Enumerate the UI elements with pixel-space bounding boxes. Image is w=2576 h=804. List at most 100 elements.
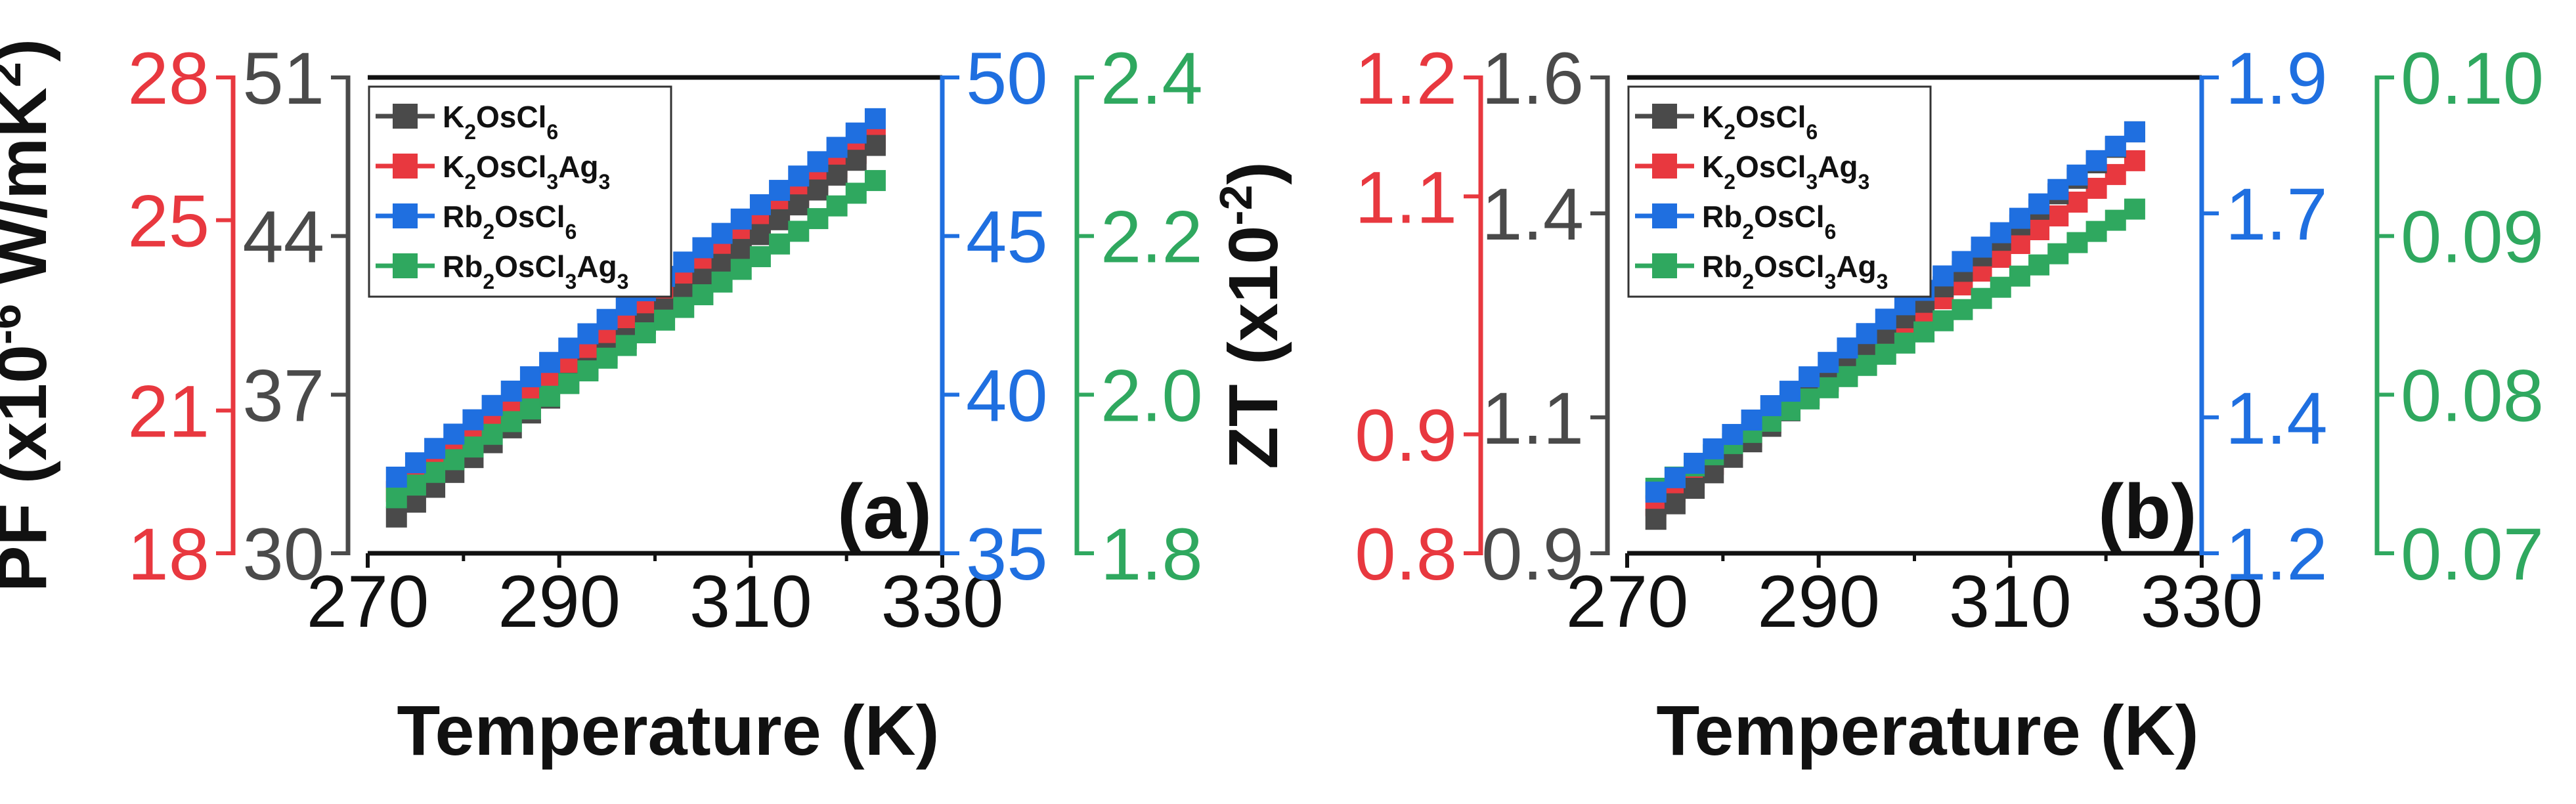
data-point (424, 461, 446, 483)
data-point (443, 449, 465, 471)
legend-box (1627, 85, 1932, 298)
x-tick-label: 290 (1757, 561, 1880, 643)
data-point (845, 150, 867, 171)
y-axis-black: 0.9 1.1 1.4 1.6 (1481, 37, 1610, 595)
y-tick-label-blue: 1.9 (2225, 37, 2328, 119)
data-point (826, 164, 848, 186)
y-axis-blue: 1.2 1.4 1.7 1.9 (2199, 37, 2328, 595)
legend: K2OsCl6 K2OsCl3Ag3 Rb2OsCl6 Rb2OsCl3Ag3 (368, 85, 672, 298)
data-point (1875, 343, 1896, 365)
data-point (519, 366, 541, 388)
data-point (2028, 254, 2050, 276)
y-tick-label-green: 1.8 (1101, 513, 1203, 595)
y-tick-label-blue: 1.2 (2225, 513, 2328, 595)
data-point (730, 239, 752, 261)
data-point (1684, 452, 1705, 474)
x-tick-label: 310 (689, 561, 812, 643)
x-tick-label: 270 (1566, 561, 1689, 643)
data-point (596, 308, 618, 330)
data-point (2009, 207, 2030, 229)
y-axis-green: 1.8 2.0 2.2 2.4 (1074, 37, 1203, 595)
data-point (1741, 410, 1762, 431)
data-point (1703, 462, 1724, 484)
data-point (1799, 366, 1820, 388)
y-tick-label-green: 2.2 (1101, 196, 1203, 278)
data-point (481, 394, 503, 416)
y-tick-label-green: 0.10 (2401, 37, 2544, 119)
y-tick-label-black: 1.4 (1481, 173, 1584, 255)
data-point (1818, 377, 1839, 398)
y-tick-label-red: 25 (127, 180, 209, 263)
data-point (1856, 323, 1877, 345)
data-point (2028, 219, 2050, 240)
data-point (711, 222, 733, 244)
y-axis-red: 0.8 0.9 1.1 1.2 (1355, 37, 1483, 595)
data-point (1684, 477, 1705, 499)
data-point (2066, 191, 2088, 213)
panel-label: (b) (2098, 469, 2197, 555)
legend-marker (1652, 154, 1677, 179)
y-tick-label-black: 51 (242, 37, 324, 119)
data-point (711, 271, 733, 293)
y-axis-title: PF (x10-6 W/mK2) (0, 39, 61, 592)
panel-label: (a) (837, 469, 932, 555)
y-tick-label-green: 2.4 (1101, 37, 1203, 119)
data-point (2085, 150, 2107, 171)
x-axis-title: Temperature (K) (397, 690, 939, 770)
x-tick-label: 290 (498, 561, 621, 643)
data-point (1932, 310, 1954, 331)
data-point (1703, 438, 1724, 459)
data-point (845, 122, 867, 144)
data-point (730, 259, 752, 280)
data-point (807, 151, 829, 173)
data-point (2047, 243, 2069, 264)
y-tick-label-blue: 1.4 (2225, 377, 2328, 459)
legend-label: K2OsCl3Ag3 (443, 150, 610, 194)
data-point (385, 506, 407, 528)
data-point (1932, 265, 1954, 287)
legend-box (368, 85, 672, 298)
y-axis-title: ZT (x10-2) (1210, 161, 1292, 469)
data-point (404, 475, 426, 496)
x-tick-label: 330 (881, 561, 1004, 643)
legend-marker (1652, 253, 1677, 278)
data-point (749, 194, 771, 215)
y-tick-label-red: 0.9 (1355, 394, 1457, 476)
series-Rb2OsCl6 (1645, 121, 2145, 503)
data-point (1990, 222, 2011, 243)
data-point (807, 179, 829, 201)
data-point (558, 373, 580, 394)
y-tick-label-red: 1.2 (1355, 37, 1457, 119)
data-point (2105, 209, 2126, 231)
data-point (615, 294, 637, 316)
data-point (769, 180, 791, 201)
data-point (577, 323, 599, 345)
data-point (654, 309, 676, 331)
data-point (845, 182, 867, 204)
data-point (1952, 299, 1973, 320)
data-point (673, 297, 695, 318)
y-tick-label-blue: 1.7 (2225, 173, 2328, 255)
data-point (577, 360, 599, 382)
data-point (2066, 164, 2088, 186)
data-point (2085, 177, 2107, 199)
data-point (596, 347, 618, 369)
data-point (1779, 381, 1801, 402)
y-tick-label-blue: 45 (966, 196, 1048, 278)
data-point (1894, 294, 1915, 316)
data-point (2047, 179, 2069, 200)
data-point (634, 322, 656, 344)
y-tick-label-green: 2.0 (1101, 354, 1203, 436)
data-point (2105, 163, 2126, 185)
y-tick-label-red: 18 (127, 513, 209, 595)
data-point (2047, 205, 2069, 226)
data-point (1875, 308, 1896, 330)
data-point (864, 108, 886, 129)
data-point (1837, 366, 1858, 387)
data-point (749, 246, 771, 268)
y-tick-label-red: 1.1 (1355, 156, 1457, 238)
data-point (1664, 493, 1686, 515)
data-point (788, 165, 810, 187)
data-point (462, 436, 484, 458)
